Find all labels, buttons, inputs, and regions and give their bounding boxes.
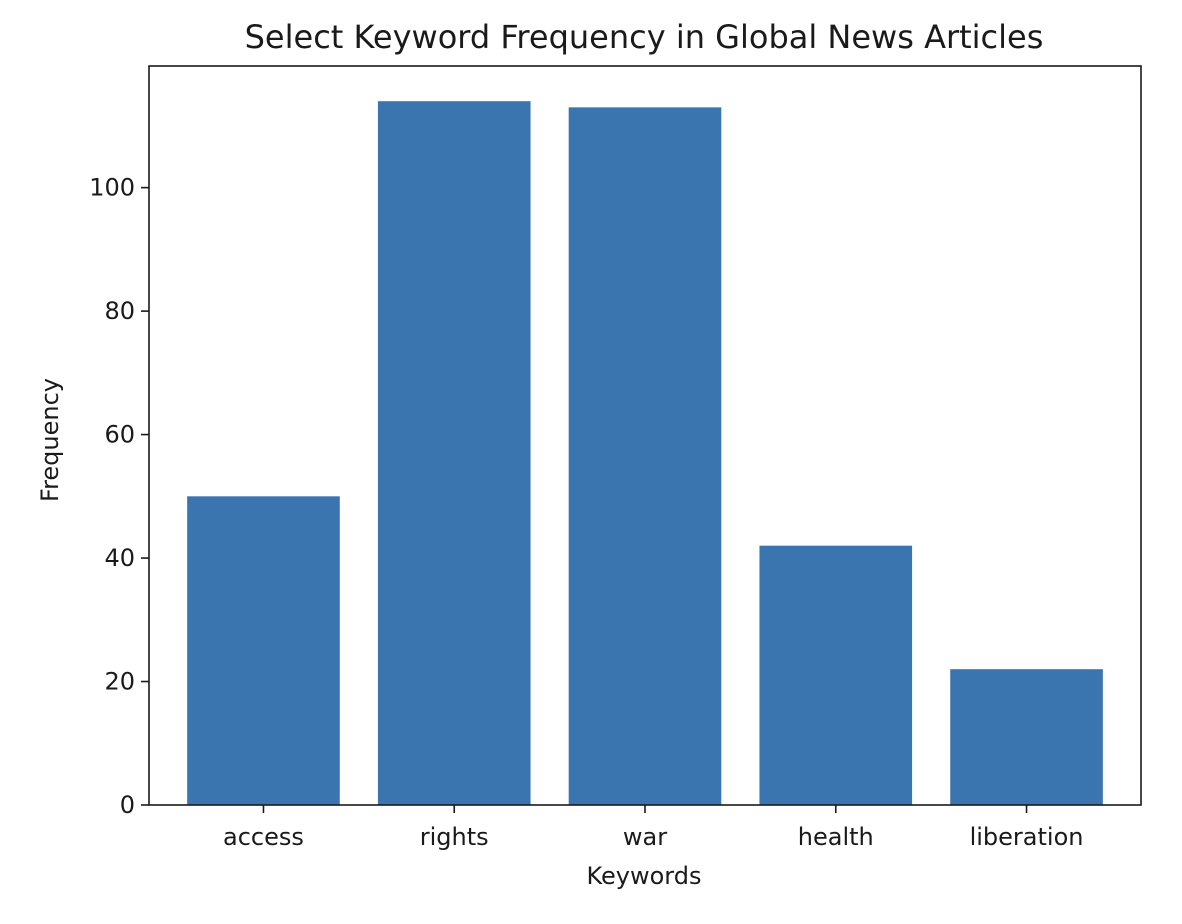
y-axis-ticks: 0 20 40 60 80 100: [89, 174, 149, 819]
bars-group: [187, 101, 1103, 806]
y-tick-label-0: 0: [120, 791, 135, 819]
x-axis-label: Keywords: [586, 862, 701, 890]
chart-title: Select Keyword Frequency in Global News …: [245, 18, 1044, 56]
y-tick-label-40: 40: [104, 544, 135, 572]
bar-rights: [377, 101, 531, 805]
plot-frame: [148, 65, 1142, 806]
y-tick-label-20: 20: [104, 668, 135, 696]
y-tick-label-60: 60: [104, 421, 135, 449]
x-tick-label-health: health: [798, 823, 874, 851]
y-axis-label: Frequency: [36, 378, 64, 502]
x-axis-ticks: access rights war health liberation: [223, 805, 1083, 851]
x-tick-label-rights: rights: [420, 823, 489, 851]
x-tick-label-war: war: [623, 823, 667, 851]
bar-access: [187, 496, 340, 805]
bar-war: [568, 107, 722, 806]
y-tick-label-100: 100: [89, 174, 135, 202]
x-tick-label-liberation: liberation: [970, 823, 1084, 851]
bar-liberation: [950, 669, 1103, 805]
bar-health: [759, 545, 913, 805]
x-tick-label-access: access: [223, 823, 304, 851]
y-tick-label-80: 80: [104, 297, 135, 325]
